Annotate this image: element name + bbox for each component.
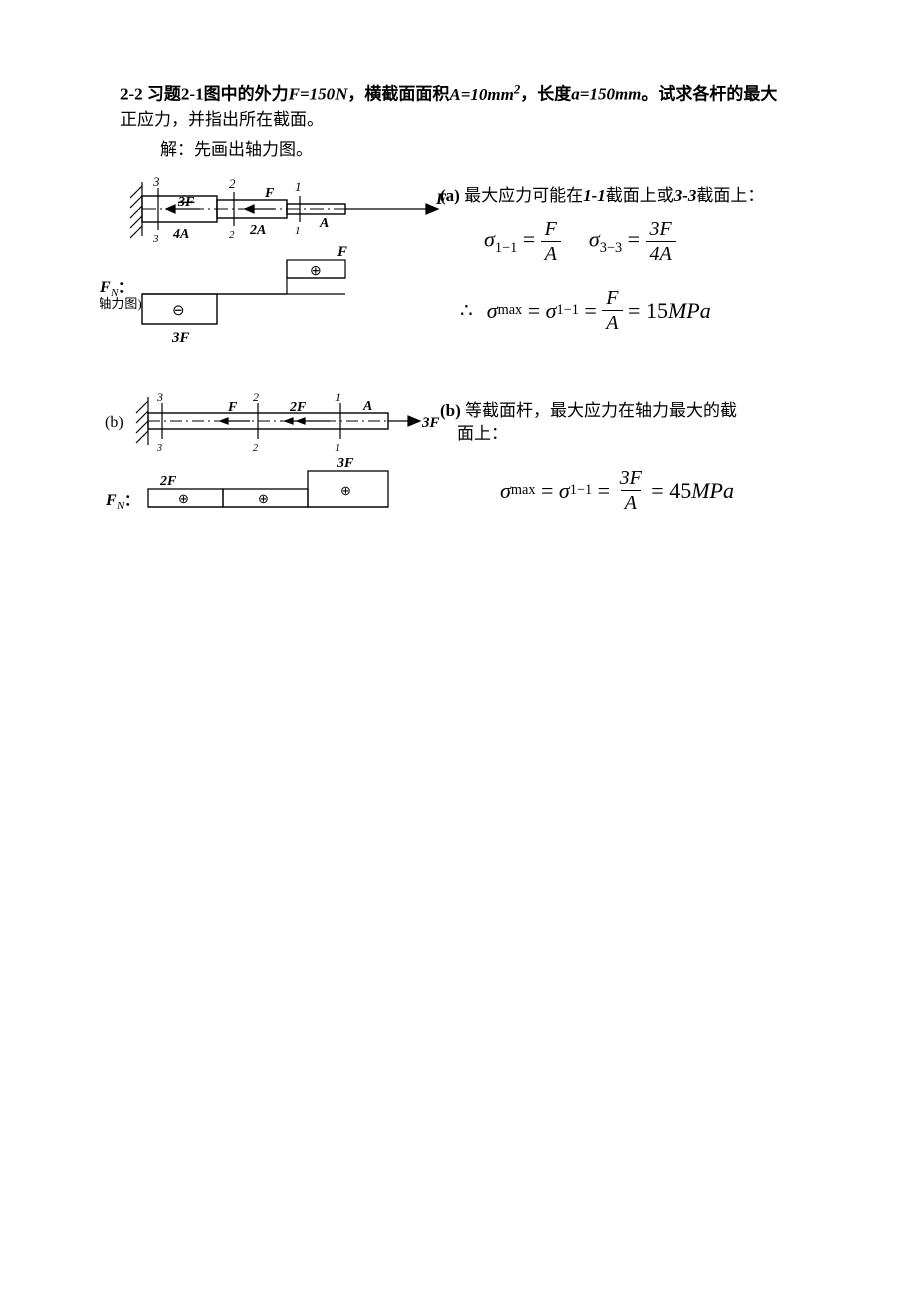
sigma33: σ3−3 = 3F4A bbox=[589, 217, 676, 266]
b-h1: 等截面杆，最大应力在轴力最大的截 bbox=[461, 401, 737, 420]
a-33: 3-3 bbox=[674, 186, 697, 205]
b-h2: 面上： bbox=[457, 424, 508, 443]
b-conclusion: σmax = σ1−1 = 3FA = 45MPa bbox=[500, 466, 880, 515]
bc-val: 45 bbox=[669, 478, 691, 504]
a-h2: 截面上或 bbox=[606, 186, 674, 205]
ac-num: F bbox=[602, 286, 622, 310]
part-b-heading: (b) 等截面杆，最大应力在轴力最大的截 面上： bbox=[440, 399, 880, 447]
a-2A: 2A bbox=[249, 223, 266, 238]
s11-den: A bbox=[541, 241, 561, 266]
page-root: 2-2 习题2-1图中的外力F=150N，横截面面积A=10mm 2 ，长度a=15… bbox=[0, 0, 920, 1294]
a-conclusion: ∴ σmax = σ1−1 = FA = 15MPa bbox=[460, 286, 880, 335]
problem-statement: 2-2 习题2-1图中的外力F=150N，横截面面积A=10mm2，长度a=15… bbox=[40, 80, 880, 133]
s33-num: 3F bbox=[646, 217, 676, 241]
ac-unit: MPa bbox=[668, 298, 711, 324]
svg-text:3F: 3F bbox=[421, 415, 440, 431]
diagram-a-col: 3 2 1 3 2 1 3F F bbox=[40, 174, 440, 359]
a-3F-below: 3F bbox=[171, 330, 190, 346]
svg-text:2: 2 bbox=[253, 390, 259, 404]
row-b: (b) 3 bbox=[40, 389, 880, 534]
bc-sigma2: σ bbox=[559, 478, 570, 504]
a-3F-inbar: 3F bbox=[177, 195, 195, 210]
a-axial-note: (轴力图) bbox=[100, 296, 142, 311]
a-4A: 4A bbox=[172, 227, 189, 242]
therefore-a: ∴ bbox=[460, 298, 473, 323]
a-11: 1-1 bbox=[583, 186, 606, 205]
a-h3: 截面上： bbox=[696, 186, 764, 205]
svg-text:3: 3 bbox=[156, 443, 162, 454]
svg-text:3: 3 bbox=[156, 390, 163, 404]
svg-text:1: 1 bbox=[335, 443, 340, 454]
svg-text:3: 3 bbox=[152, 233, 159, 245]
svg-text:2: 2 bbox=[229, 229, 235, 241]
ac-sigma: σ bbox=[487, 298, 498, 324]
a-A: A bbox=[319, 216, 329, 231]
solution-intro: 解：先画出轴力图。 bbox=[40, 135, 880, 160]
a-sec3: 3 bbox=[152, 174, 160, 189]
svg-text:：: ： bbox=[124, 493, 139, 509]
bc-max: max bbox=[511, 482, 536, 499]
s33-sym: σ bbox=[589, 227, 600, 252]
ac-den: A bbox=[602, 310, 622, 335]
ref: 2-1 bbox=[181, 85, 204, 104]
svg-text:3F: 3F bbox=[336, 456, 354, 471]
ac-max: max bbox=[498, 302, 523, 319]
line2: 正应力，并指出所在截面。 bbox=[120, 110, 324, 129]
a-minus: ⊖ bbox=[172, 303, 185, 319]
svg-text:⊕: ⊕ bbox=[178, 491, 189, 506]
part-a-text: (a) 最大应力可能在1-1截面上或3-3截面上： σ1−1 = FA σ3−3… bbox=[440, 174, 880, 359]
t5: 。试求各杆的最大 bbox=[641, 85, 777, 104]
row-a: 3 2 1 3 2 1 3F F bbox=[40, 174, 880, 359]
part-a-heading: (a) 最大应力可能在1-1截面上或3-3截面上： bbox=[440, 184, 880, 208]
area: A=10mm bbox=[449, 85, 513, 104]
a-sec1: 1 bbox=[295, 179, 302, 194]
s11-sub: 1−1 bbox=[495, 240, 517, 256]
s33-den: 4A bbox=[646, 241, 676, 266]
s11-sym: σ bbox=[484, 227, 495, 252]
a-bold: (a) bbox=[440, 186, 460, 205]
diagram-a-svg: 3 2 1 3 2 1 3F F bbox=[100, 174, 460, 354]
a-FN: F bbox=[100, 279, 111, 296]
svg-text:2F: 2F bbox=[159, 474, 177, 489]
t1: 习题 bbox=[143, 85, 181, 104]
svg-text:2F: 2F bbox=[289, 400, 307, 415]
length: a=150mm bbox=[571, 85, 641, 104]
b-bold: (b) bbox=[440, 401, 461, 420]
svg-text:⊕: ⊕ bbox=[340, 483, 351, 498]
t4: ，长度 bbox=[520, 85, 571, 104]
bc-den: A bbox=[621, 490, 641, 515]
bc-num: 3F bbox=[616, 466, 646, 490]
formula-sigma-row: σ1−1 = FA σ3−3 = 3F4A bbox=[484, 217, 880, 266]
diagram-b-svg: (b) 3 bbox=[100, 389, 460, 529]
svg-text:2: 2 bbox=[253, 443, 258, 454]
svg-text:F: F bbox=[227, 400, 238, 415]
s33-sub: 3−3 bbox=[600, 240, 622, 256]
diagram-b-col: (b) 3 bbox=[40, 389, 440, 534]
ac-sigma2: σ bbox=[546, 298, 557, 324]
svg-text:F: F bbox=[105, 492, 117, 509]
a-plus: ⊕ bbox=[310, 264, 322, 279]
svg-text:1: 1 bbox=[295, 225, 301, 237]
a-colon: ： bbox=[118, 280, 133, 296]
bc-11: 1−1 bbox=[570, 482, 592, 499]
t2: 图中的外力 bbox=[204, 85, 289, 104]
part-b-text: (b) 等截面杆，最大应力在轴力最大的截 面上： σmax = σ1−1 = 3… bbox=[440, 389, 880, 534]
a-F-inbar: F bbox=[264, 186, 275, 201]
force: F=150N bbox=[289, 85, 348, 104]
problem-number: 2-2 bbox=[120, 85, 143, 104]
svg-text:A: A bbox=[362, 399, 372, 414]
s11-num: F bbox=[541, 217, 561, 241]
ac-11: 1−1 bbox=[557, 302, 579, 319]
sigma11: σ1−1 = FA bbox=[484, 217, 561, 266]
a-Fbox: F bbox=[336, 244, 347, 260]
t3: ，横截面面积 bbox=[347, 85, 449, 104]
bc-sigma: σ bbox=[500, 478, 511, 504]
a-h1: 最大应力可能在 bbox=[460, 186, 583, 205]
bc-unit: MPa bbox=[691, 478, 734, 504]
a-sec2: 2 bbox=[229, 176, 236, 191]
ac-val: 15 bbox=[646, 298, 668, 324]
b-label: (b) bbox=[105, 414, 124, 431]
svg-text:⊕: ⊕ bbox=[258, 491, 269, 506]
svg-text:1: 1 bbox=[335, 390, 341, 404]
